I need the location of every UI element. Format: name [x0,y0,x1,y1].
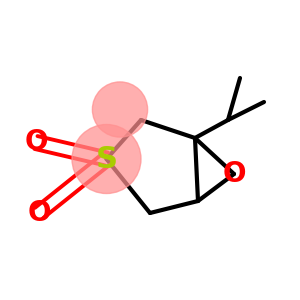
Text: O: O [222,160,246,188]
Circle shape [92,82,148,137]
Text: O: O [27,199,51,227]
Circle shape [72,124,141,194]
Text: S: S [95,145,118,173]
Text: O: O [24,128,48,157]
